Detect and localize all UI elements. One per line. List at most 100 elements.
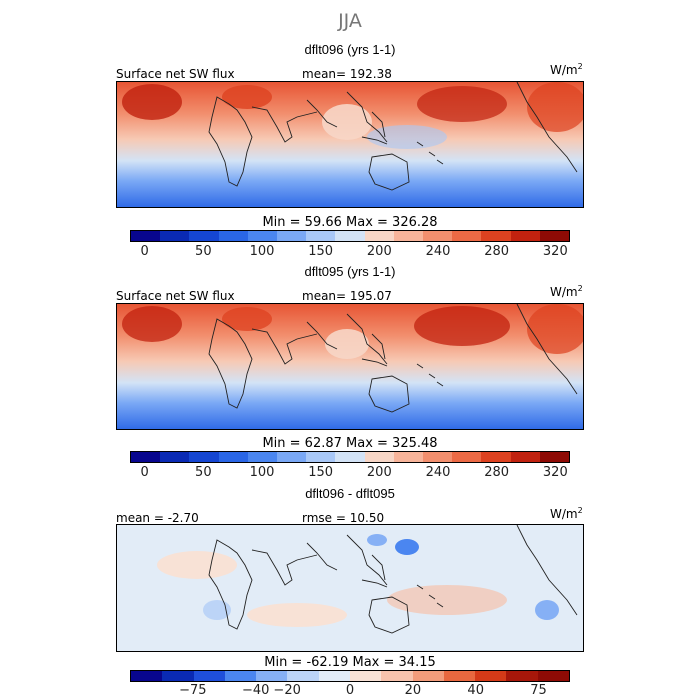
colorbar-tick-label: −75 xyxy=(179,683,207,698)
colorbar-swatch xyxy=(364,231,394,241)
colorbar-swatch xyxy=(475,671,507,681)
panel-2-cloud-area xyxy=(325,329,369,359)
colorbar-tick-label: 20 xyxy=(404,683,422,698)
colorbar-swatch xyxy=(335,452,365,462)
colorbar-swatch xyxy=(539,231,570,241)
colorbar-swatch xyxy=(277,452,307,462)
panel-1-field xyxy=(117,82,583,207)
panel-2-units: W/m2 xyxy=(550,284,583,299)
colorbar-tick-label: 320 xyxy=(542,465,568,480)
panel-3-minmax: Min = -62.19 Max = 34.15 xyxy=(264,655,436,670)
panel-2-colorbar xyxy=(130,451,570,463)
panel-3-mean-label: mean = -2.70 xyxy=(116,511,199,525)
colorbar-swatch xyxy=(452,231,482,241)
colorbar-swatch xyxy=(481,452,511,462)
colorbar-swatch xyxy=(393,231,424,241)
panel-3-map-svg xyxy=(117,525,583,651)
colorbar-swatch xyxy=(510,452,540,462)
panel-1-map xyxy=(116,81,584,208)
colorbar-tick-label: 200 xyxy=(366,465,392,480)
colorbar-tick-label: 280 xyxy=(484,465,510,480)
colorbar-swatch xyxy=(349,671,382,681)
panel-3-coastlines xyxy=(208,525,578,634)
colorbar-swatch xyxy=(381,671,413,681)
panel-3-anomaly xyxy=(395,539,419,555)
panel-2-variable-label: Surface net SW flux xyxy=(116,289,235,303)
colorbar-swatch xyxy=(247,231,278,241)
figure-title: JJA xyxy=(338,10,362,32)
panel-3-rmse-label: rmse = 10.50 xyxy=(302,511,385,525)
colorbar-swatch xyxy=(423,452,453,462)
colorbar-tick-label: 200 xyxy=(366,244,392,259)
panel-1-map-svg xyxy=(117,82,583,207)
panel-2-map xyxy=(116,303,584,430)
panel-1-units-sup: 2 xyxy=(577,62,583,71)
colorbar-swatch xyxy=(189,452,219,462)
colorbar-tick-label: −20 xyxy=(273,683,301,698)
panel-1-cloud-area xyxy=(367,125,447,149)
panel-2-units-text: W/m xyxy=(550,285,578,299)
colorbar-swatch xyxy=(306,452,336,462)
colorbar-swatch xyxy=(218,452,248,462)
panel-3-units-sup: 2 xyxy=(577,506,583,515)
colorbar-swatch xyxy=(481,231,511,241)
panel-2-coastlines xyxy=(208,304,578,413)
panel-3-units: W/m2 xyxy=(550,506,583,521)
colorbar-swatch xyxy=(131,671,163,681)
colorbar-swatch xyxy=(224,671,257,681)
panel-2-units-sup: 2 xyxy=(577,284,583,293)
panel-3-anomaly xyxy=(387,585,507,615)
colorbar-swatch xyxy=(423,231,453,241)
colorbar-tick-label: 50 xyxy=(195,465,212,480)
colorbar-tick-label: 150 xyxy=(308,465,334,480)
panel-1-colorbar-ticks: 0 50 100 150 200 240 280 320 xyxy=(130,244,570,260)
panel-1-units: W/m2 xyxy=(550,62,583,77)
panel-1-variable-label: Surface net SW flux xyxy=(116,67,235,81)
colorbar-tick-label: 75 xyxy=(530,683,547,698)
colorbar-tick-label: 280 xyxy=(484,244,510,259)
panel-3-title: dflt096 - dflt095 xyxy=(305,486,395,501)
panel-1-mean-label: mean= 192.38 xyxy=(302,67,392,81)
colorbar-swatch xyxy=(539,452,570,462)
panel-1-minmax: Min = 59.66 Max = 326.28 xyxy=(262,215,438,230)
colorbar-swatch xyxy=(193,671,225,681)
colorbar-tick-label: 50 xyxy=(195,244,212,259)
colorbar-swatch xyxy=(306,231,336,241)
panel-1-colorbar xyxy=(130,230,570,242)
panel-1-units-text: W/m xyxy=(550,63,578,77)
colorbar-tick-label: 100 xyxy=(249,244,275,259)
panel-3-colorbar xyxy=(130,670,570,682)
colorbar-swatch xyxy=(131,231,161,241)
colorbar-tick-label: 0 xyxy=(345,683,355,698)
colorbar-tick-label: 100 xyxy=(249,465,275,480)
colorbar-tick-label: 240 xyxy=(425,244,451,259)
colorbar-swatch xyxy=(247,452,278,462)
colorbar-swatch xyxy=(537,671,569,681)
panel-2-title: dflt095 (yrs 1-1) xyxy=(304,264,396,279)
panel-3-units-text: W/m xyxy=(550,507,578,521)
colorbar-swatch xyxy=(256,671,288,681)
colorbar-tick-label: −40 xyxy=(241,683,270,698)
colorbar-swatch xyxy=(277,231,307,241)
panel-2-hotspot xyxy=(527,304,583,354)
colorbar-tick-label: 40 xyxy=(467,683,484,698)
panel-2-field xyxy=(117,304,583,429)
panel-2-hotspot xyxy=(122,306,182,342)
colorbar-swatch xyxy=(510,231,540,241)
panel-3-map xyxy=(116,524,584,652)
colorbar-swatch xyxy=(160,231,190,241)
colorbar-swatch xyxy=(335,231,365,241)
panel-3-anomaly xyxy=(203,600,231,620)
colorbar-swatch xyxy=(131,452,161,462)
panel-1-cloud-area xyxy=(322,104,372,140)
panel-3-anomaly xyxy=(535,600,559,620)
panel-3-anomaly xyxy=(367,534,387,546)
panel-2-map-svg xyxy=(117,304,583,429)
colorbar-swatch xyxy=(218,231,248,241)
colorbar-swatch xyxy=(160,452,190,462)
colorbar-tick-label: 320 xyxy=(542,244,568,259)
panel-3-field xyxy=(117,525,583,651)
colorbar-swatch xyxy=(364,452,394,462)
panel-1-hotspot xyxy=(222,85,272,109)
panel-2-colorbar-ticks: 0 50 100 150 200 240 280 320 xyxy=(130,465,570,481)
